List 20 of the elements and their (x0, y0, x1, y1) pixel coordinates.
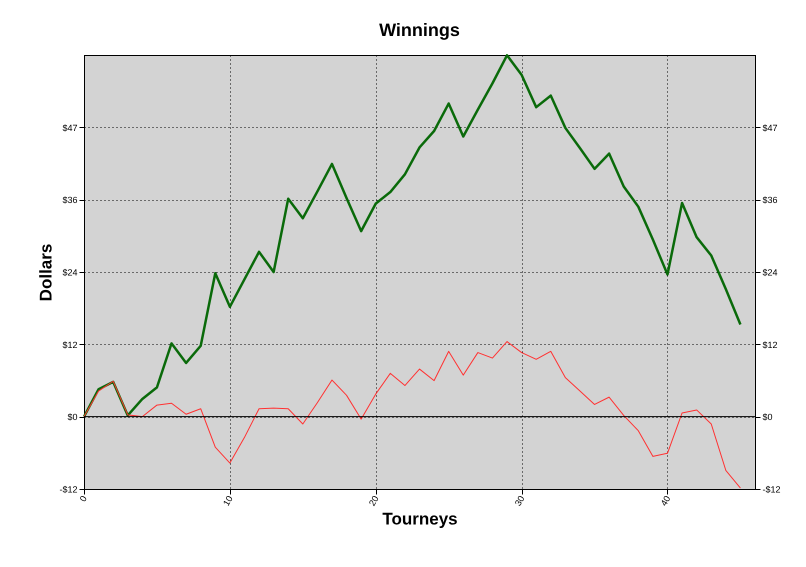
y-tick-label: -$12 (59, 484, 78, 494)
y-tick-label: $36 (62, 195, 78, 206)
y2-tick-label: $47 (762, 122, 778, 133)
y-tick-label: $47 (62, 122, 78, 133)
y-tick-label: $12 (62, 340, 78, 350)
y2-tick-label: $12 (762, 340, 778, 350)
x-tick-label: 0 (78, 494, 89, 504)
x-tick-label: 20 (366, 494, 381, 508)
y2-tick-label: $36 (762, 195, 778, 206)
x-axis-title: Tourneys (382, 510, 458, 529)
y-axis-title: Dollars (36, 244, 56, 302)
x-tick-label: 40 (658, 494, 672, 508)
x-tick-label: 30 (512, 494, 526, 508)
x-tick-label: 10 (221, 494, 235, 508)
y2-tick-label: -$12 (762, 484, 781, 494)
y2-tick-label: $24 (762, 268, 778, 278)
chart-title: Winnings (379, 20, 460, 40)
y2-tick-label: $0 (762, 412, 773, 422)
y-tick-label: $24 (62, 268, 78, 278)
y-tick-label: $0 (67, 412, 78, 422)
